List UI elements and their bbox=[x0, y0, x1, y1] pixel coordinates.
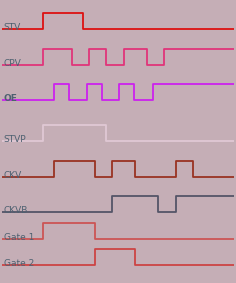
Text: OE: OE bbox=[4, 94, 17, 103]
Text: CPV: CPV bbox=[4, 59, 21, 68]
Text: STV: STV bbox=[4, 23, 21, 32]
Text: Gate 1: Gate 1 bbox=[4, 233, 34, 242]
Text: Gate 2: Gate 2 bbox=[4, 259, 34, 268]
Text: CKV: CKV bbox=[4, 171, 22, 180]
Text: STVP: STVP bbox=[4, 135, 26, 144]
Text: CKVB: CKVB bbox=[4, 206, 28, 215]
